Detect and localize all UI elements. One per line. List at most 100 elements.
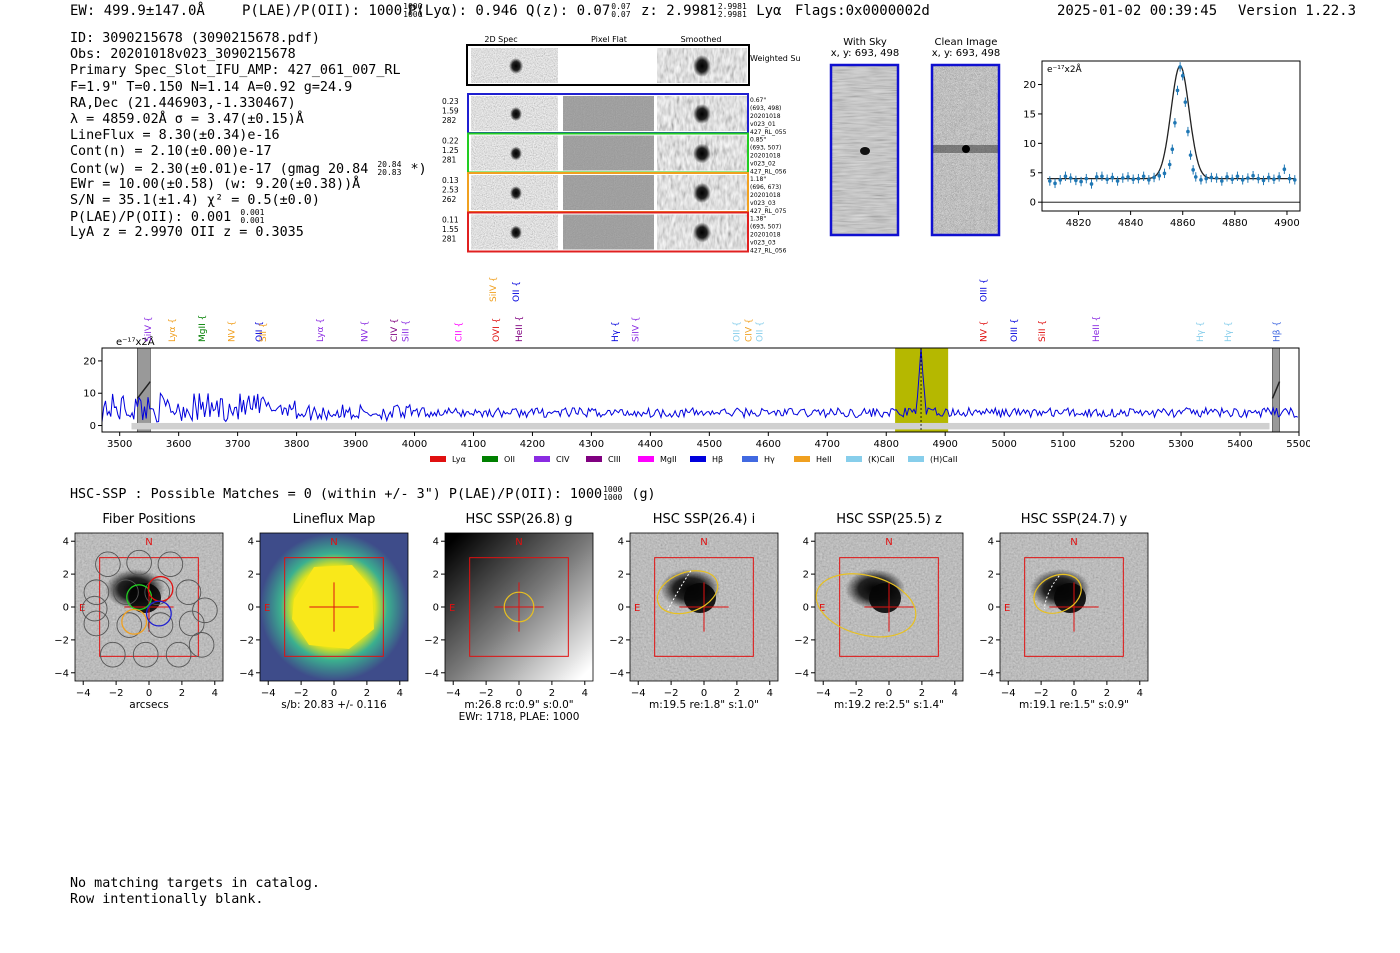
panel-ytick-label: 0	[248, 603, 254, 614]
spec-legend-label: Lyα	[452, 455, 466, 464]
spec-legend-label: HeII	[816, 455, 832, 464]
hsc-panel: N E 4 2 0 −2 −4 −4 −2 0 2 4 m:19.5 re:1.8" s:1.0"	[609, 532, 779, 711]
spec-xtick-label: 4300	[579, 439, 604, 450]
spec-flux-line	[101, 347, 1299, 423]
cutout-2d-source	[510, 186, 522, 200]
panel-xtick-label: 4	[212, 688, 218, 699]
fit-data-point	[1058, 178, 1063, 182]
fit-data-point	[1147, 178, 1151, 182]
spec-line-label: Hβ {	[1273, 321, 1283, 342]
panel-ytick-label: 0	[433, 603, 439, 614]
spec-xtick-label: 4500	[697, 439, 722, 450]
fit-data-point	[1053, 181, 1057, 186]
spec-legend-label: Hγ	[764, 455, 775, 464]
header-plya: P(Lyα): 0.946	[408, 3, 518, 19]
sky-images	[829, 63, 1001, 237]
panel-xtick-label: −2	[849, 688, 864, 699]
north-marker: N	[515, 537, 522, 548]
fit-data-point	[1162, 171, 1167, 176]
spec-xtick-label: 4700	[815, 439, 840, 450]
fit-ytick-label: 5	[1030, 168, 1036, 179]
info-plae2-lo: 0.001	[240, 216, 265, 226]
fit-xtick-label: 4820	[1066, 218, 1091, 229]
panel-ytick-label: 2	[988, 570, 994, 581]
panel-ytick-label: 4	[618, 537, 624, 548]
spec-xtick-label: 4600	[756, 439, 781, 450]
with-sky-title: With Sky x, y: 693, 498	[830, 37, 900, 59]
panel-caption: arcsecs	[129, 699, 168, 711]
spec-xtick-label: 3700	[225, 439, 250, 450]
info-gmag-hi: 20.84	[377, 159, 402, 169]
spec-line-label: CII {	[455, 322, 465, 342]
col-pixel-flat: Pixel Flat	[591, 35, 627, 44]
info-plae2-text: P(LAE)/P(OII): 0.001	[70, 210, 232, 226]
panel-xtick-label: −2	[294, 688, 309, 699]
fit-data-point	[1251, 173, 1255, 178]
spec-line-label: HeII {	[1092, 316, 1102, 342]
header-plae-lo: 1000	[403, 10, 423, 19]
spec-legend-swatch	[742, 456, 758, 462]
fit-data-point	[1178, 65, 1182, 69]
header-flags: Flags:0x0000002d	[795, 3, 930, 19]
aperture-arc	[667, 570, 692, 611]
fit-data-point	[1225, 175, 1229, 179]
panel-ytick-label: −4	[794, 668, 809, 679]
panel-ytick-label: −2	[979, 635, 994, 646]
hsc-panel-title: HSC SSP(25.5) z	[836, 512, 942, 527]
fit-data-point	[1157, 173, 1162, 178]
panel-xtick-label: −4	[816, 688, 831, 699]
spec-line-label: CIV {	[744, 318, 754, 342]
spec-line-label: SiIV {	[489, 276, 499, 302]
panel-ytick-label: 2	[433, 570, 439, 581]
cutout-2d-source	[510, 107, 522, 121]
cutout-left-label: 281	[442, 235, 457, 244]
fit-data-point	[1048, 179, 1052, 183]
header-plae-label: P(LAE)/P(OII): 1000	[242, 3, 403, 19]
search-box	[284, 557, 384, 657]
north-marker: N	[1070, 537, 1077, 548]
spec-legend-swatch	[690, 456, 706, 462]
galaxy-core	[684, 583, 716, 613]
info-lambda: λ = 4859.02Å σ = 3.47(±0.15)Å	[70, 111, 304, 127]
info-plae2: P(LAE)/P(OII): 0.001 0.001 0.001	[70, 208, 427, 226]
east-marker: E	[634, 603, 640, 614]
panel-caption: EWr: 1718, PLAE: 1000	[459, 711, 580, 723]
spec-line-label: Hγ {	[1224, 321, 1234, 342]
hsc-panel-title: HSC SSP(26.4) i	[652, 512, 756, 527]
cutout-right-label: v023_02	[750, 161, 776, 168]
spec-legend-label: (K)CaII	[868, 455, 895, 464]
panel-xtick-label: −2	[109, 688, 124, 699]
cutout-smooth-source	[693, 104, 711, 124]
info-plae2-hi: 0.001	[240, 208, 265, 218]
spec-line-label: NV {	[360, 321, 370, 342]
galaxy-core	[869, 583, 901, 613]
header-ew: EW: 499.9±147.0Å	[70, 3, 205, 19]
header-z-frac: 2.9981 2.9981	[718, 3, 747, 19]
fiber-highlight	[145, 600, 172, 627]
cutout-flat-noise	[563, 135, 654, 171]
fiber-circle	[81, 595, 108, 622]
spec-line-label: Lyα {	[316, 318, 326, 342]
panel-xtick-label: 4	[397, 688, 403, 699]
fit-data-point	[1220, 179, 1224, 183]
fit-data-point	[1272, 177, 1276, 182]
cutout-2d-source	[510, 146, 522, 161]
galaxy-core	[1054, 583, 1086, 613]
spec-sky-band	[131, 422, 1270, 430]
info-contw-text: Cont(w) = 2.30(±0.01)e-17 (gmag 20.84	[70, 161, 369, 177]
panel-xtick-label: −4	[1001, 688, 1016, 699]
panel-caption: m:19.2 re:2.5" s:1.4"	[834, 699, 944, 711]
hsc-panel: N E 4 2 0 −2 −4 −4 −2 0 2 4 m:19.1 re:1.5" s:0.9"	[979, 532, 1149, 711]
fiber-circle	[83, 579, 110, 605]
panel-xtick-label: 4	[952, 688, 958, 699]
north-marker: N	[885, 537, 892, 548]
cutout-smooth-source	[693, 183, 711, 203]
cutout-row-frame	[467, 211, 749, 253]
cutout-right-label: 427_RL_056	[750, 169, 787, 176]
info-gmag-lo: 20.83	[377, 167, 402, 177]
hsc-frac-hi: 1000	[603, 485, 623, 494]
header-z-lo: 2.9981	[717, 10, 747, 19]
fit-data-point	[1173, 120, 1177, 125]
panel-xtick-label: 2	[549, 688, 555, 699]
